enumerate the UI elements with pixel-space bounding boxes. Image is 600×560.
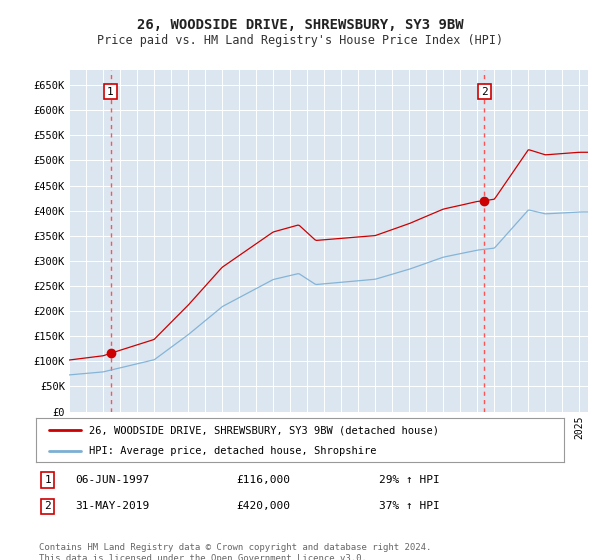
Text: 2: 2 bbox=[481, 87, 488, 97]
Text: £116,000: £116,000 bbox=[236, 475, 290, 485]
Text: 26, WOODSIDE DRIVE, SHREWSBURY, SY3 9BW (detached house): 26, WOODSIDE DRIVE, SHREWSBURY, SY3 9BW … bbox=[89, 425, 439, 435]
Text: Contains HM Land Registry data © Crown copyright and database right 2024.
This d: Contains HM Land Registry data © Crown c… bbox=[39, 543, 431, 560]
Text: 29% ↑ HPI: 29% ↑ HPI bbox=[379, 475, 440, 485]
Text: 1: 1 bbox=[44, 475, 51, 485]
Text: Price paid vs. HM Land Registry's House Price Index (HPI): Price paid vs. HM Land Registry's House … bbox=[97, 34, 503, 46]
Text: 2: 2 bbox=[44, 501, 51, 511]
Text: 1: 1 bbox=[107, 87, 114, 97]
Text: HPI: Average price, detached house, Shropshire: HPI: Average price, detached house, Shro… bbox=[89, 446, 376, 456]
Text: 06-JUN-1997: 06-JUN-1997 bbox=[76, 475, 150, 485]
Text: 31-MAY-2019: 31-MAY-2019 bbox=[76, 501, 150, 511]
Text: 26, WOODSIDE DRIVE, SHREWSBURY, SY3 9BW: 26, WOODSIDE DRIVE, SHREWSBURY, SY3 9BW bbox=[137, 18, 463, 32]
Text: £420,000: £420,000 bbox=[236, 501, 290, 511]
Text: 37% ↑ HPI: 37% ↑ HPI bbox=[379, 501, 440, 511]
